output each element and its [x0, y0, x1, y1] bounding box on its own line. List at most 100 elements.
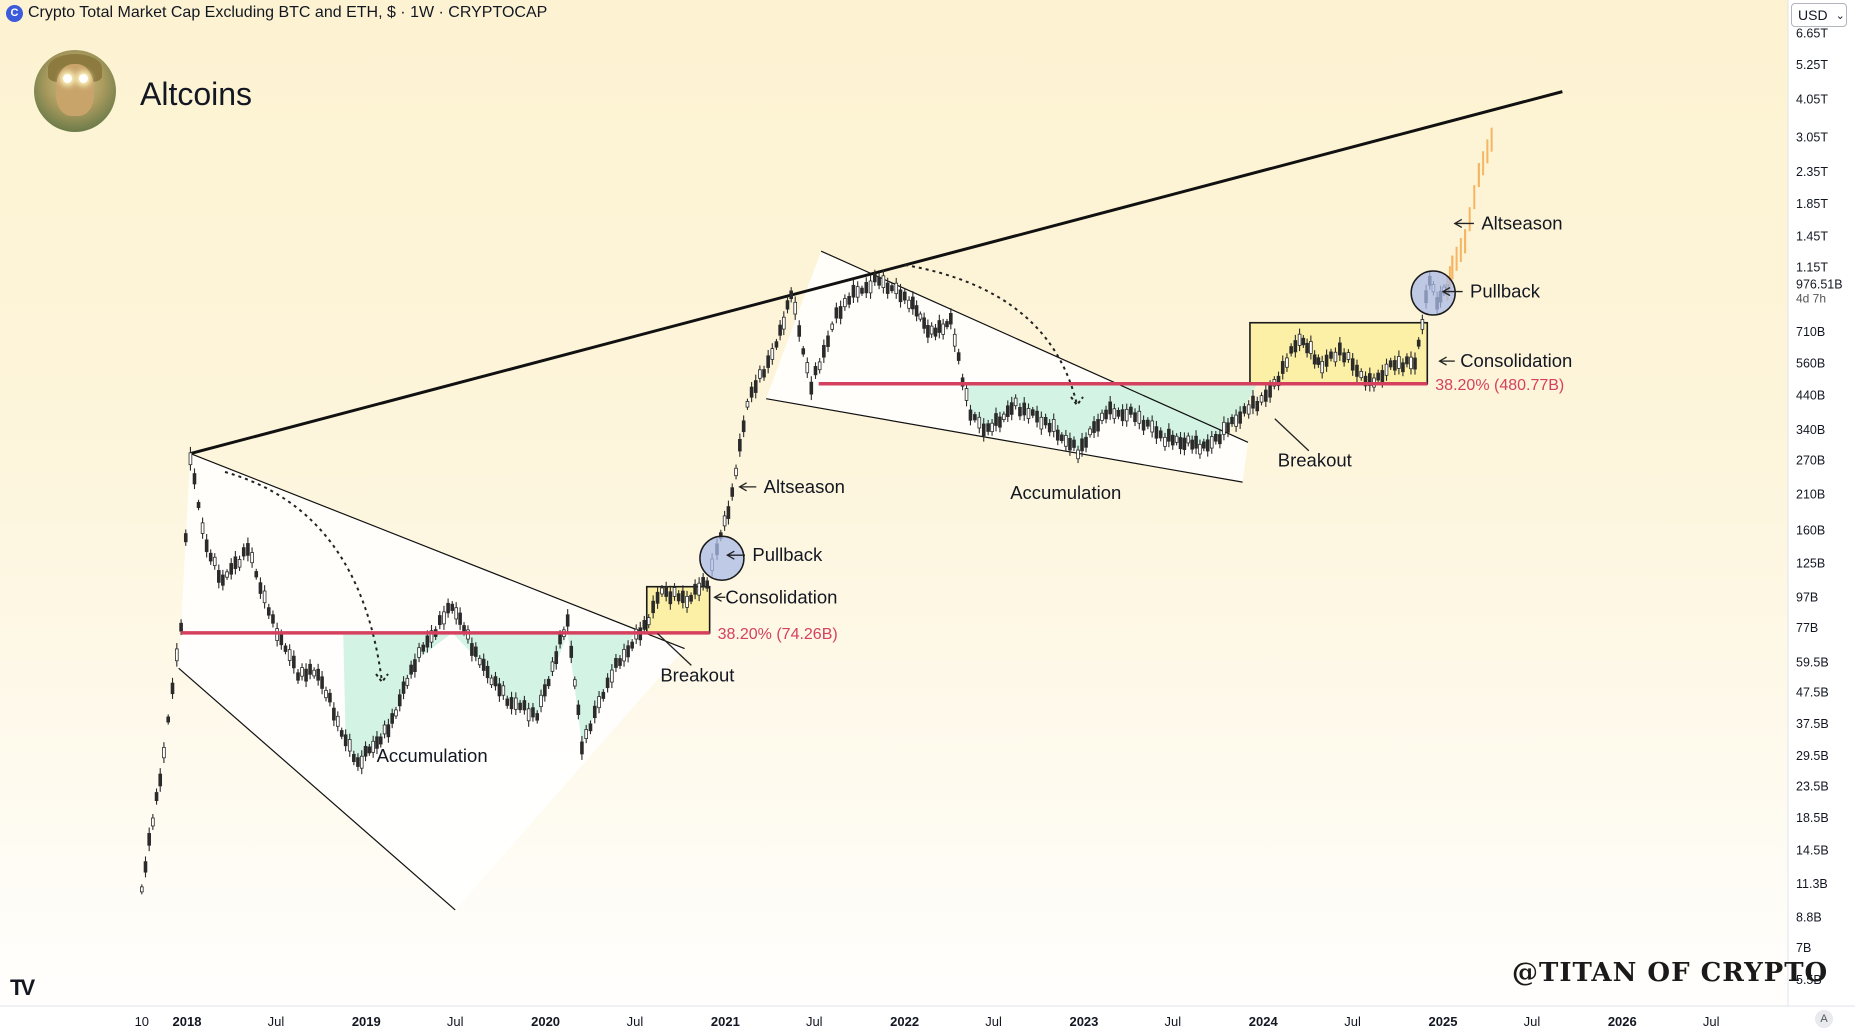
- trendline-long-term-resistance: [190, 90, 1563, 455]
- price-candle-body: [745, 401, 750, 408]
- price-candle-body: [154, 792, 159, 802]
- price-candle-body: [937, 320, 942, 333]
- time-tick-label: 2024: [1249, 1014, 1279, 1029]
- price-candle-body: [229, 563, 234, 575]
- price-candle-body: [817, 361, 822, 371]
- price-candle-body: [550, 661, 555, 672]
- price-candle-body: [514, 697, 518, 710]
- time-tick-label: 2022: [890, 1014, 919, 1029]
- price-candle-body: [1205, 439, 1210, 452]
- price-candle-body: [170, 682, 175, 695]
- time-tick-label: Jul: [447, 1014, 464, 1029]
- price-candle-body: [401, 681, 406, 694]
- price-candle-body: [352, 753, 356, 763]
- price-candle-body: [778, 324, 782, 336]
- pullback-circle-1: [699, 535, 745, 581]
- tradingview-logo-icon[interactable]: TV: [10, 975, 35, 1000]
- chart-symbol-title[interactable]: Crypto Total Market Cap Excluding BTC an…: [28, 4, 548, 21]
- price-candle-body: [898, 289, 903, 303]
- price-candle-body: [860, 287, 864, 294]
- price-tick-label: 11.3B: [1796, 877, 1828, 891]
- price-candle-body: [1388, 360, 1393, 368]
- price-candle-body: [279, 634, 284, 646]
- price-candle-body: [885, 282, 890, 294]
- auto-scale-button[interactable]: A: [1815, 1010, 1833, 1028]
- currency-select[interactable]: USD ⌄: [1791, 3, 1847, 27]
- price-candle-body: [1420, 319, 1425, 330]
- price-candle-body: [1018, 407, 1022, 417]
- price-candle-body: [429, 630, 434, 643]
- support-level-label-1: 38.20% (74.26B): [718, 626, 838, 643]
- price-tick-label: 560B: [1796, 356, 1825, 370]
- price-candle-body: [1413, 357, 1417, 370]
- price-candle-body: [929, 325, 934, 335]
- price-candle-body: [1401, 362, 1405, 373]
- price-candle-body: [359, 755, 364, 769]
- price-candle-body: [1120, 409, 1125, 422]
- price-candle-body: [1190, 439, 1194, 450]
- price-candle-body: [1055, 429, 1060, 441]
- price-candle-body: [339, 730, 344, 737]
- price-candle-body: [1141, 419, 1146, 431]
- price-candle-body: [630, 641, 634, 649]
- price-candle-body: [454, 607, 458, 620]
- price-candle-body: [1039, 416, 1044, 430]
- price-candle-body: [1026, 408, 1031, 419]
- price-candle-body: [1198, 443, 1202, 455]
- price-candle-body: [543, 684, 547, 697]
- price-candle-body: [986, 423, 990, 432]
- price-candle-body: [179, 622, 183, 632]
- currency-value: USD: [1798, 7, 1828, 23]
- time-tick-label: 2021: [711, 1014, 740, 1029]
- price-candle-body: [933, 327, 938, 337]
- price-tick-label: 18.5B: [1796, 811, 1829, 825]
- price-candle-body: [774, 341, 779, 348]
- price-candle-body: [1088, 428, 1092, 436]
- trendline-channel-2018-upper: [190, 452, 685, 650]
- price-candle-body: [830, 323, 834, 330]
- price-candle-body: [1072, 439, 1076, 448]
- price-tick-label: 1.45T: [1796, 230, 1828, 244]
- price-candle-body: [1409, 356, 1413, 370]
- support-level-label-2: 38.20% (480.77B): [1435, 377, 1564, 394]
- price-candle-body: [378, 736, 383, 745]
- price-candle-body: [531, 707, 535, 718]
- price-candle-body: [1342, 352, 1346, 363]
- price-candle-body: [651, 600, 655, 614]
- time-tick-label: Jul: [806, 1014, 823, 1029]
- price-candle-body: [446, 602, 450, 614]
- price-tick-label: 37.5B: [1796, 717, 1829, 731]
- price-candle-body: [296, 672, 300, 681]
- price-candle-body: [292, 655, 296, 669]
- price-candle-body: [546, 678, 551, 687]
- price-candle-body: [1202, 441, 1206, 449]
- price-candle-body: [539, 694, 543, 708]
- price-tick-label: 4.05T: [1796, 93, 1828, 107]
- price-candle-body: [1116, 409, 1121, 417]
- price-tick-label: 210B: [1796, 487, 1825, 501]
- price-candle-body: [894, 282, 899, 295]
- price-candle-body: [1174, 435, 1179, 443]
- time-tick-label: Jul: [985, 1014, 1002, 1029]
- time-axis-panel: [0, 1006, 1855, 1033]
- price-tick-label: 7B: [1796, 941, 1811, 955]
- price-candle-body: [685, 595, 689, 608]
- price-candle-body: [1416, 339, 1421, 347]
- price-candle-body: [964, 388, 969, 401]
- price-candle-body: [826, 335, 830, 347]
- price-candle-body: [1246, 404, 1251, 415]
- price-candle-body: [701, 577, 705, 587]
- price-candle-body: [162, 746, 166, 759]
- price-candle-body: [981, 423, 986, 437]
- price-tick-label: 23.5B: [1796, 779, 1829, 793]
- price-candle-body: [1293, 340, 1298, 353]
- price-candle-body: [782, 316, 786, 330]
- price-candle-body: [1242, 406, 1247, 414]
- price-candle-body: [1013, 397, 1018, 407]
- price-candle-body: [601, 691, 606, 699]
- dotted-arrow-2: [904, 264, 1078, 406]
- price-candle-body: [1080, 438, 1084, 452]
- price-candle-body: [324, 689, 328, 699]
- price-candle-body: [646, 617, 651, 626]
